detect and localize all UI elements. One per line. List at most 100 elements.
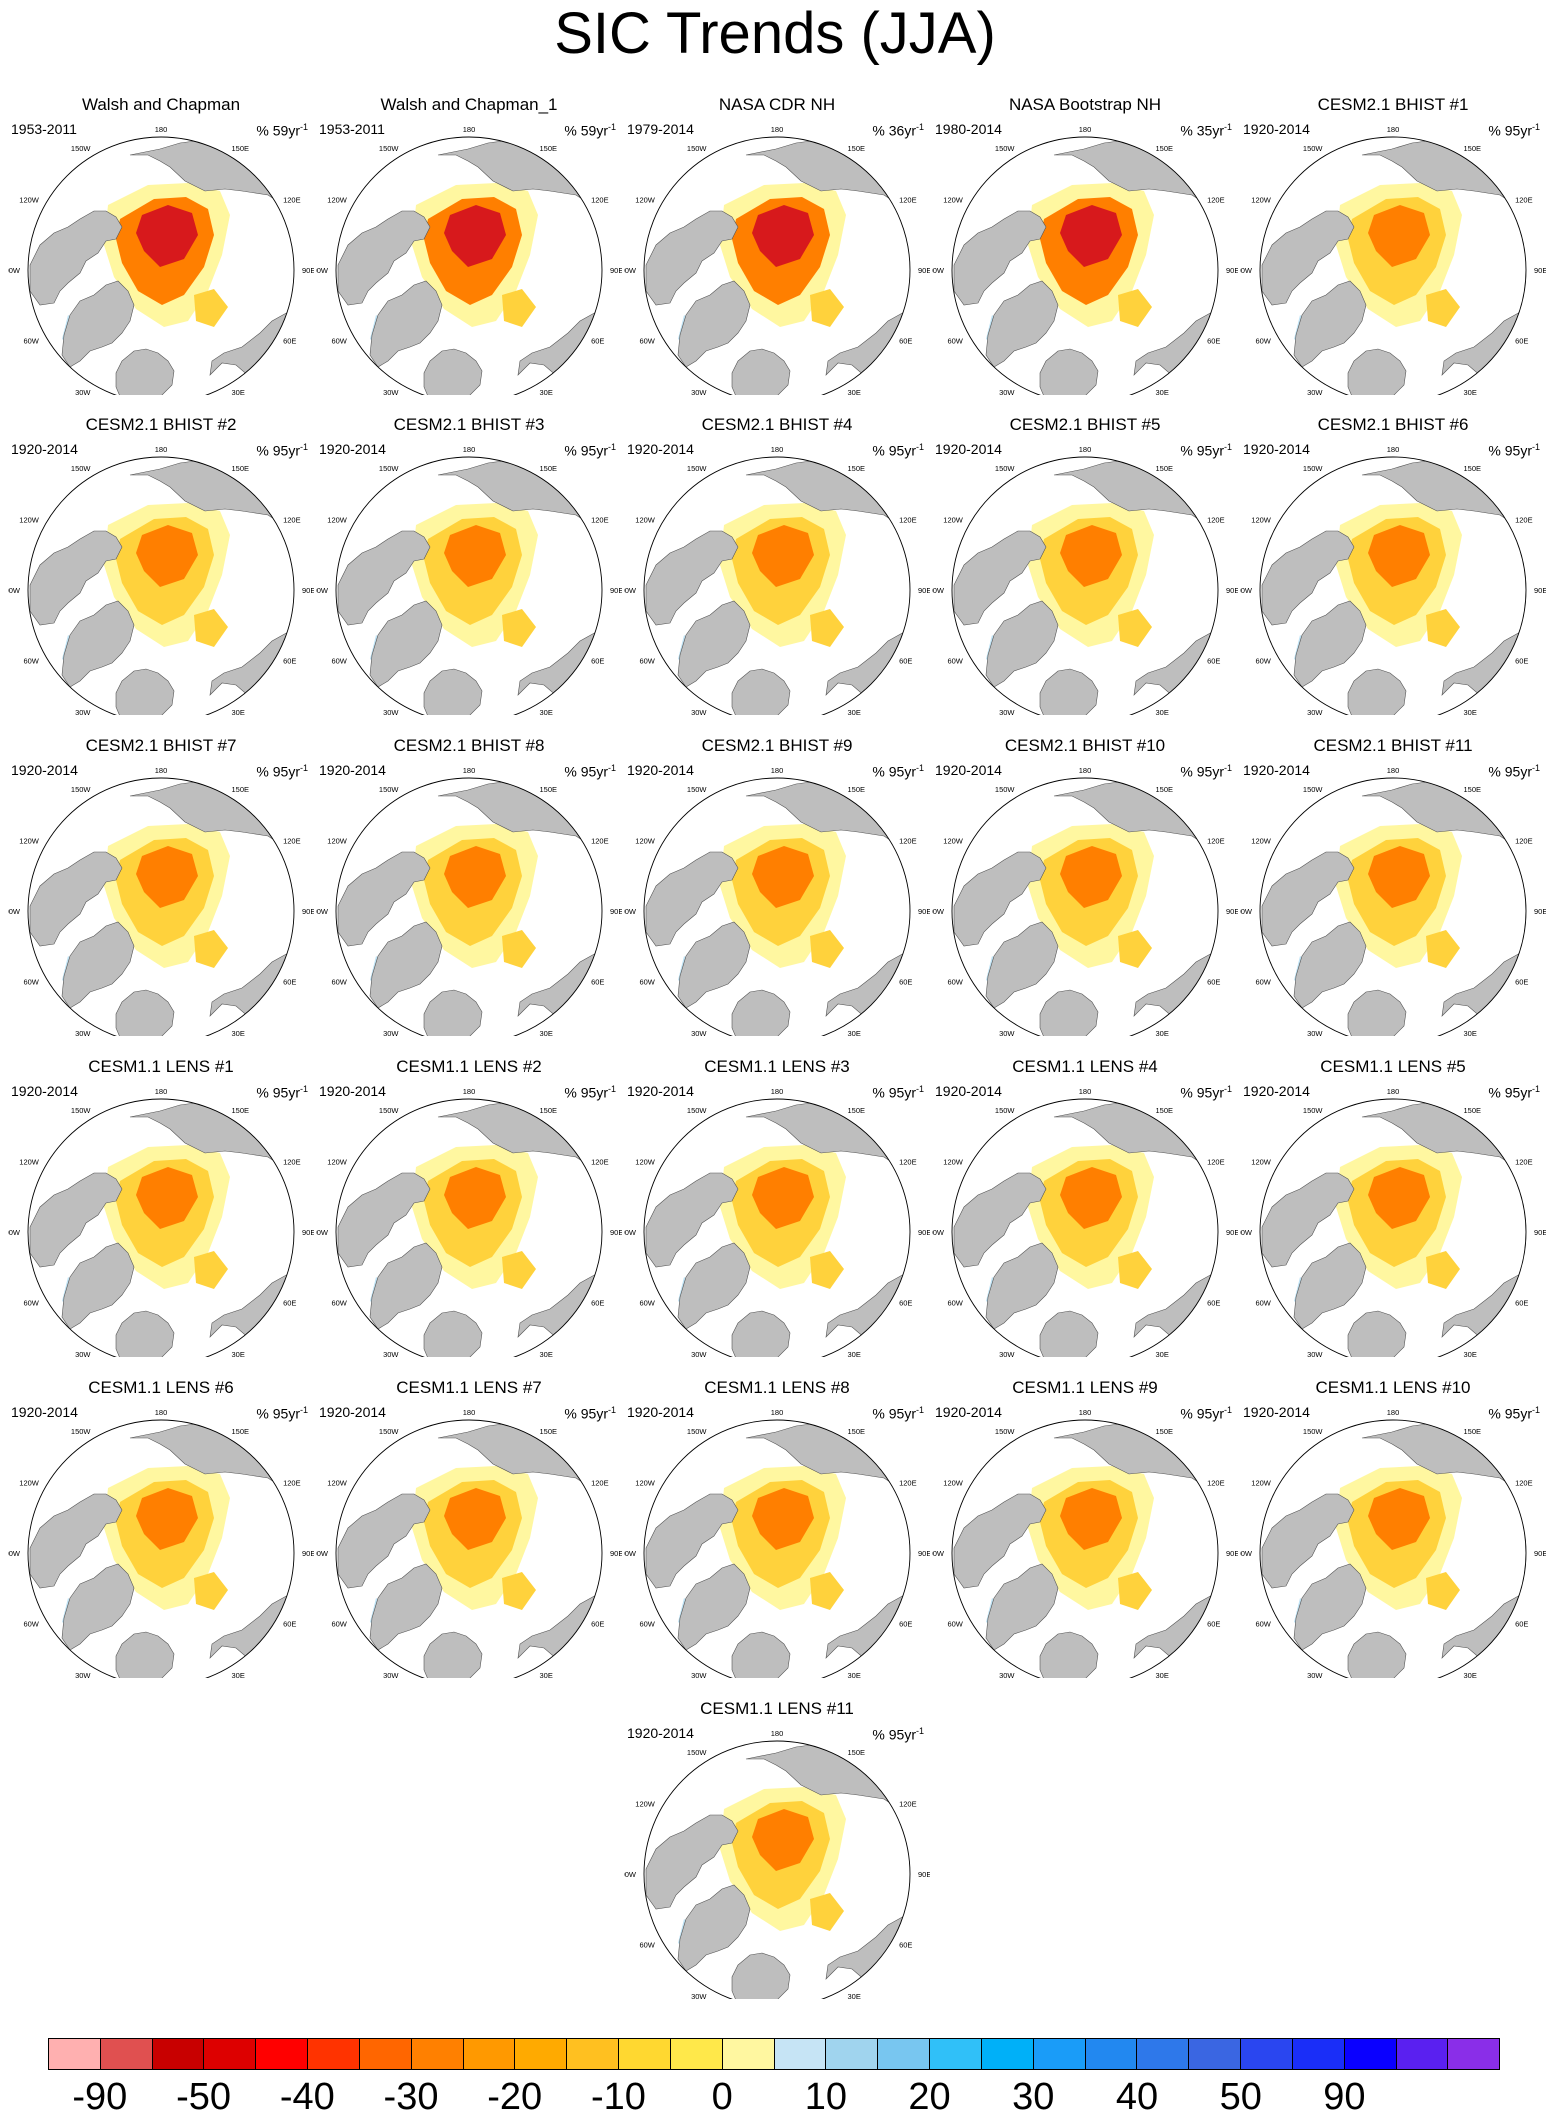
longitude-label: 90W xyxy=(316,907,329,916)
longitude-label: 150E xyxy=(848,1748,866,1757)
longitude-label: 90E xyxy=(1226,266,1238,275)
longitude-label: 120W xyxy=(1251,1158,1272,1167)
longitude-label: 150W xyxy=(1303,464,1324,473)
longitude-label: 120W xyxy=(1251,516,1272,525)
panel-period: 1920-2014 xyxy=(319,762,386,778)
longitude-label: 90W xyxy=(932,1549,945,1558)
longitude-label: 120E xyxy=(283,1158,301,1167)
longitude-label: 60E xyxy=(1207,657,1220,666)
longitude-label: 120E xyxy=(1515,196,1533,205)
land-mass xyxy=(1039,989,1099,1036)
longitude-label: 120E xyxy=(591,1158,609,1167)
sea-ice-trend-region xyxy=(1426,930,1460,968)
panel-title: CESM1.1 LENS #5 xyxy=(1320,1057,1466,1076)
land-mass xyxy=(1039,348,1099,395)
sea-ice-trend-region xyxy=(810,609,844,647)
polar-map: 180150W150E120W120E90W90E60W60E30W30E0 xyxy=(932,1087,1238,1357)
colorbar-label: -50 xyxy=(176,2076,232,2118)
longitude-label: 150W xyxy=(379,1427,400,1436)
land-mass xyxy=(337,210,431,306)
panel-unit: % 95yr-1 xyxy=(1488,1405,1540,1422)
longitude-label: 150W xyxy=(1303,785,1324,794)
longitude-label: 90W xyxy=(8,266,21,275)
panel-unit: % 59yr-1 xyxy=(564,122,616,139)
land-mass xyxy=(115,1631,175,1678)
longitude-label: 120E xyxy=(1515,837,1533,846)
land-mass xyxy=(1347,348,1407,395)
polar-map: 180150W150E120W120E90W90E60W60E30W30E0 xyxy=(1240,766,1546,1036)
panel-unit: % 95yr-1 xyxy=(872,442,924,459)
longitude-label: 120W xyxy=(635,1800,656,1809)
longitude-label: 60W xyxy=(23,657,39,666)
map-panel: 180150W150E120W120E90W90E60W60E30W30E0CE… xyxy=(1240,736,1546,1036)
longitude-label: 90W xyxy=(1240,907,1253,916)
longitude-label: 120W xyxy=(327,837,348,846)
sea-ice-trend-region xyxy=(752,525,814,587)
land-mass xyxy=(1347,668,1407,715)
longitude-label: 120W xyxy=(635,837,656,846)
longitude-label: 60E xyxy=(283,1620,296,1629)
polar-map: 180150W150E120W120E90W90E60W60E30W30E0 xyxy=(624,1408,930,1678)
longitude-label: 60W xyxy=(331,1299,347,1308)
land-mass xyxy=(1293,1563,1367,1651)
longitude-label: 60E xyxy=(283,978,296,987)
longitude-label: 180 xyxy=(1079,1408,1092,1417)
longitude-label: 60E xyxy=(283,337,296,346)
longitude-label: 150E xyxy=(848,1427,866,1436)
longitude-label: 30E xyxy=(1464,388,1477,395)
panel-unit-exponent: -1 xyxy=(607,763,616,773)
polar-map: 180150W150E120W120E90W90E60W60E30W30E0 xyxy=(932,445,1238,715)
longitude-label: 60W xyxy=(1255,1299,1271,1308)
longitude-label: 30W xyxy=(691,1350,707,1357)
colorbar-segment xyxy=(930,2039,982,2069)
panel-period: 1980-2014 xyxy=(935,121,1002,137)
polar-map: 180150W150E120W120E90W90E60W60E30W30E0 xyxy=(932,125,1238,395)
polar-map: 180150W150E120W120E90W90E60W60E30W30E0 xyxy=(1240,125,1546,395)
panel-period: 1920-2014 xyxy=(1243,441,1310,457)
longitude-label: 180 xyxy=(463,445,476,454)
panel-period: 1920-2014 xyxy=(935,441,1002,457)
map-panel: 180150W150E120W120E90W90E60W60E30W30E0Wa… xyxy=(316,95,622,395)
land-mass xyxy=(1293,280,1367,368)
longitude-label: 60W xyxy=(639,1620,655,1629)
longitude-label: 180 xyxy=(463,766,476,775)
panel-unit-exponent: -1 xyxy=(915,442,924,452)
land-mass xyxy=(645,210,739,306)
panel-title: CESM2.1 BHIST #6 xyxy=(1317,415,1469,434)
colorbar-segment xyxy=(1448,2039,1500,2069)
colorbar-segment xyxy=(359,2039,412,2069)
longitude-label: 90W xyxy=(624,1549,637,1558)
land-mass xyxy=(985,1242,1059,1330)
map-boundary xyxy=(1259,1419,1527,1678)
land-mass xyxy=(423,348,483,395)
colorbar-label: 40 xyxy=(1115,2076,1159,2118)
longitude-label: 120W xyxy=(635,516,656,525)
polar-map: 180150W150E120W120E90W90E60W60E30W30E0 xyxy=(316,1087,622,1357)
longitude-label: 30E xyxy=(540,1671,553,1678)
longitude-label: 150E xyxy=(1156,785,1174,794)
longitude-label: 90W xyxy=(624,1228,637,1237)
longitude-label: 120W xyxy=(19,196,40,205)
longitude-label: 150W xyxy=(995,464,1016,473)
panel-unit: % 95yr-1 xyxy=(564,442,616,459)
land-mass xyxy=(1261,530,1355,626)
panel-unit-exponent: -1 xyxy=(607,1084,616,1094)
longitude-label: 120W xyxy=(943,196,964,205)
longitude-label: 60E xyxy=(591,1299,604,1308)
colorbar-label: 10 xyxy=(804,2076,847,2118)
land-mass xyxy=(1293,1242,1367,1330)
panel-title: CESM1.1 LENS #6 xyxy=(88,1378,234,1397)
land-mass xyxy=(731,1631,791,1678)
longitude-label: 180 xyxy=(155,766,168,775)
colorbar-segment xyxy=(567,2039,620,2069)
longitude-label: 90E xyxy=(610,1228,622,1237)
land-mass xyxy=(677,921,751,1009)
longitude-label: 30W xyxy=(383,1350,399,1357)
panel-unit-exponent: -1 xyxy=(299,122,308,132)
polar-map: 180150W150E120W120E90W90E60W60E30W30E0 xyxy=(624,1729,930,1999)
sea-ice-trend-region xyxy=(444,1167,506,1229)
panel-unit-exponent: -1 xyxy=(1223,122,1232,132)
sea-ice-trend-region xyxy=(1368,525,1430,587)
panel-title: CESM2.1 BHIST #5 xyxy=(1009,415,1161,434)
longitude-label: 30W xyxy=(383,1029,399,1036)
